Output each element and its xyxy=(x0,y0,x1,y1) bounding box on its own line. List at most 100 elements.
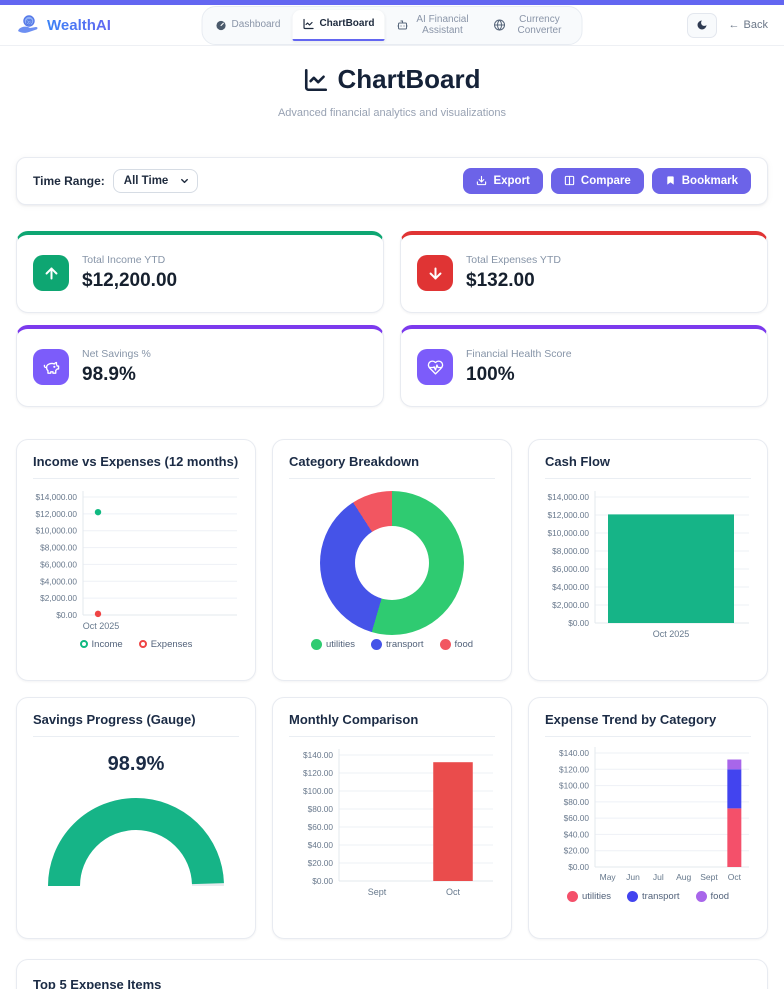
chart-line-icon xyxy=(303,67,329,93)
page-title: ChartBoard xyxy=(303,64,481,95)
legend-item-utilities[interactable]: utilities xyxy=(310,638,355,650)
chart-title: Monthly Comparison xyxy=(289,712,495,737)
svg-text:$2,000.00: $2,000.00 xyxy=(552,600,589,610)
piggy-bank-icon xyxy=(33,349,69,385)
chart-card-cash-flow: Cash Flow $0.00 $2,000.00 $4,000.00 $6,000.… xyxy=(528,438,768,681)
export-button[interactable]: Export xyxy=(463,167,543,194)
chart-card-expense-trend: Expense Trend by Category $0.00 $20.00 $40… xyxy=(528,696,768,939)
theme-toggle-button[interactable] xyxy=(686,12,717,38)
svg-text:$12,000.00: $12,000.00 xyxy=(35,508,77,518)
svg-text:$120.00: $120.00 xyxy=(303,768,333,778)
legend-item-transport[interactable]: transport xyxy=(371,638,424,650)
nav-tab-chartboard[interactable]: ChartBoard xyxy=(292,9,385,41)
data-point-expenses xyxy=(94,610,102,617)
svg-text:$20.00: $20.00 xyxy=(308,858,334,868)
stat-value: $132.00 xyxy=(466,270,535,291)
nav-tab-ai-assistant[interactable]: AI Financial Assistant xyxy=(386,10,481,41)
download-icon xyxy=(476,175,487,186)
svg-text:Oct 2025: Oct 2025 xyxy=(83,621,120,631)
stat-card-total-expenses: Total Expenses YTD $132.00 xyxy=(400,230,768,313)
stat-label: Total Income YTD xyxy=(82,254,166,266)
svg-text:$0.00: $0.00 xyxy=(312,876,333,886)
donut-chart xyxy=(320,490,464,635)
svg-text:@: @ xyxy=(26,19,33,26)
svg-text:$80.00: $80.00 xyxy=(308,804,334,814)
chart-body: utilities transport food xyxy=(289,487,495,650)
chart-body: $0.00 $20.00 $40.00 $60.00 $80.00 $100.00 $120… xyxy=(545,745,751,902)
svg-text:$2,000.00: $2,000.00 xyxy=(40,593,77,603)
legend-item-transport[interactable]: transport xyxy=(627,890,680,902)
stat-value: 98.9% xyxy=(82,364,136,385)
svg-text:$14,000.00: $14,000.00 xyxy=(547,492,589,502)
compare-button[interactable]: Compare xyxy=(550,167,644,194)
chart-canvas: $0.00 $20.00 $40.00 $60.00 $80.00 $100.00 $120… xyxy=(303,748,493,897)
svg-text:Oct: Oct xyxy=(728,872,742,882)
chart-canvas: $0.00 $2,000.00 $4,000.00 $6,000.00 $8,000.0… xyxy=(547,490,749,639)
stat-value: $12,200.00 xyxy=(82,270,178,291)
time-range-label: Time Range: xyxy=(33,173,105,188)
svg-text:$8,000.00: $8,000.00 xyxy=(40,542,77,552)
chart-legend: utilities transport food xyxy=(310,638,473,650)
gauge-chart xyxy=(48,797,224,887)
svg-text:$100.00: $100.00 xyxy=(559,780,589,790)
nav-tab-label: Dashboard xyxy=(231,19,281,31)
wealthai-logo-icon: @ xyxy=(16,13,40,37)
svg-text:$40.00: $40.00 xyxy=(308,840,334,850)
svg-text:Jun: Jun xyxy=(626,872,640,882)
legend-item-food[interactable]: food xyxy=(439,638,473,650)
stat-label: Total Expenses YTD xyxy=(466,254,561,266)
svg-text:May: May xyxy=(600,872,617,882)
legend-item-food[interactable]: food xyxy=(695,890,729,902)
nav-tab-label: Currency Converter xyxy=(517,13,562,37)
svg-text:$4,000.00: $4,000.00 xyxy=(552,582,589,592)
brand[interactable]: @ WealthAI xyxy=(16,13,111,37)
nav-tab-currency-converter[interactable]: Currency Converter xyxy=(483,10,578,41)
nav-tab-dashboard[interactable]: Dashboard xyxy=(206,10,291,41)
navbar: @ WealthAI Dashboard ChartBoard AI Finan… xyxy=(0,5,784,46)
nav-tab-label: ChartBoard xyxy=(319,18,375,30)
stat-label: Net Savings % xyxy=(82,348,151,360)
toolbar-buttons: Export Compare Bookmark xyxy=(463,167,751,194)
chart-legend: utilities transport food xyxy=(566,890,729,902)
back-label: Back xyxy=(743,19,768,31)
svg-text:$20.00: $20.00 xyxy=(564,845,590,855)
chart-canvas: $0.00 $20.00 $40.00 $60.00 $80.00 $100.00 $120… xyxy=(559,746,749,882)
heart-pulse-icon xyxy=(417,349,453,385)
svg-text:$14,000.00: $14,000.00 xyxy=(35,492,77,502)
stat-card-net-savings: Net Savings % 98.9% xyxy=(16,324,384,407)
gauge-value: 98.9% xyxy=(107,752,165,775)
globe-icon xyxy=(493,19,505,31)
chart-body: $0.00 $20.00 $40.00 $60.00 $80.00 $100.00 $120… xyxy=(289,745,495,903)
charts-grid: Income vs Expenses (12 months) $0.00 $2,0… xyxy=(16,438,768,939)
svg-text:$10,000.00: $10,000.00 xyxy=(35,525,77,535)
nav-tab-label: AI Financial Assistant xyxy=(416,13,469,37)
legend-item-expenses[interactable]: Expenses xyxy=(138,639,192,650)
stat-card-total-income: Total Income YTD $12,200.00 xyxy=(16,230,384,313)
chart-title: Income vs Expenses (12 months) xyxy=(33,454,239,479)
chart-body: $0.00 $2,000.00 $4,000.00 $6,000.00 $8,000.0… xyxy=(545,487,751,645)
time-range-select[interactable]: All Time xyxy=(112,168,198,193)
bookmark-button[interactable]: Bookmark xyxy=(651,167,751,194)
stat-value: 100% xyxy=(466,364,515,385)
chart-card-category-breakdown: Category Breakdown utilities transport foo… xyxy=(272,438,512,681)
data-point-income xyxy=(94,508,102,515)
bar-oct 2025 xyxy=(608,513,734,623)
bookmark-icon xyxy=(665,175,676,186)
legend-item-income[interactable]: Income xyxy=(79,639,123,650)
bar-segment-food xyxy=(727,759,742,769)
chart-title: Category Breakdown xyxy=(289,454,495,479)
arrow-up-icon xyxy=(33,255,69,291)
svg-text:$60.00: $60.00 xyxy=(308,822,334,832)
svg-text:$120.00: $120.00 xyxy=(559,764,589,774)
svg-text:Jul: Jul xyxy=(653,872,664,882)
chart-title: Savings Progress (Gauge) xyxy=(33,712,239,737)
page-subtitle: Advanced financial analytics and visuali… xyxy=(277,106,507,119)
back-link[interactable]: ← Back xyxy=(729,19,768,31)
svg-text:$0.00: $0.00 xyxy=(568,618,589,628)
legend-item-utilities[interactable]: utilities xyxy=(566,890,611,902)
chart-card-savings-gauge: Savings Progress (Gauge) 98.9% xyxy=(16,696,256,939)
stats-grid: Total Income YTD $12,200.00 Total Expens… xyxy=(16,230,768,407)
dashboard-icon xyxy=(216,20,227,31)
svg-text:Aug: Aug xyxy=(676,872,691,882)
time-range-group: Time Range: All Time xyxy=(33,168,198,193)
